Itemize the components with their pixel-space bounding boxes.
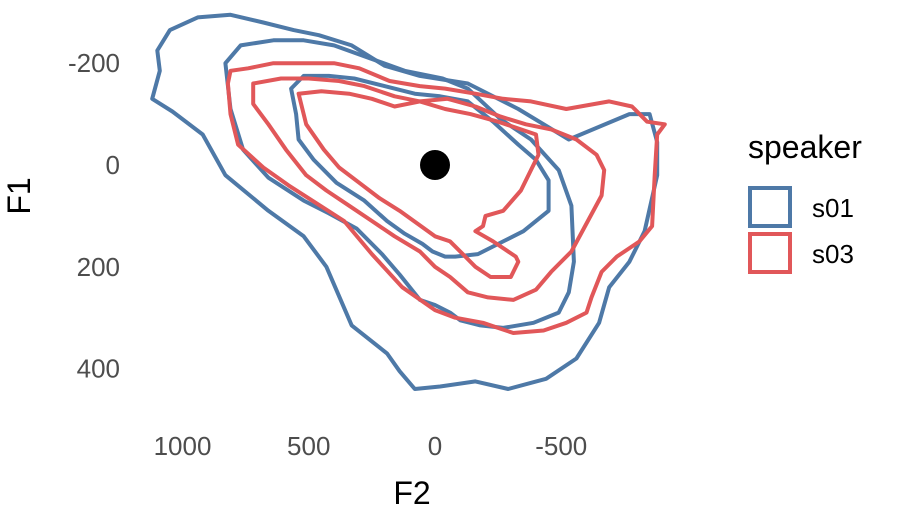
contour-s03-level-1	[225, 61, 667, 335]
y-axis-ticks: -200 0 200 400	[68, 48, 120, 383]
y-tick-label: 200	[77, 252, 120, 282]
y-tick-label: 400	[77, 354, 120, 384]
contour-s03-level-2	[251, 76, 607, 302]
center-point	[420, 150, 450, 180]
x-tick-label: 0	[428, 431, 442, 461]
x-tick-label: -500	[535, 431, 587, 461]
legend-label-s01: s01	[812, 193, 854, 223]
legend-label-s03: s03	[812, 239, 854, 269]
x-tick-label: 500	[287, 431, 330, 461]
contour-layer	[150, 12, 667, 391]
contour-s01-level-1	[150, 12, 660, 391]
x-axis-title: F2	[393, 475, 430, 508]
point-layer	[420, 150, 450, 180]
legend: speaker s01 s03	[748, 129, 862, 274]
legend-key-s01	[748, 186, 792, 228]
legend-key-s03	[748, 232, 792, 274]
y-tick-label: 0	[106, 150, 120, 180]
contour-s01-level-3	[289, 73, 551, 259]
y-tick-label: -200	[68, 48, 120, 78]
y-axis-title: F1	[1, 177, 37, 214]
contour-s03-level-3	[296, 89, 541, 279]
x-tick-label: 1000	[154, 431, 212, 461]
legend-title: speaker	[748, 129, 862, 165]
contour-s01-level-2	[223, 38, 576, 330]
legend-items: s01 s03	[748, 186, 854, 274]
x-axis-ticks: 1000 500 0 -500	[154, 431, 588, 461]
